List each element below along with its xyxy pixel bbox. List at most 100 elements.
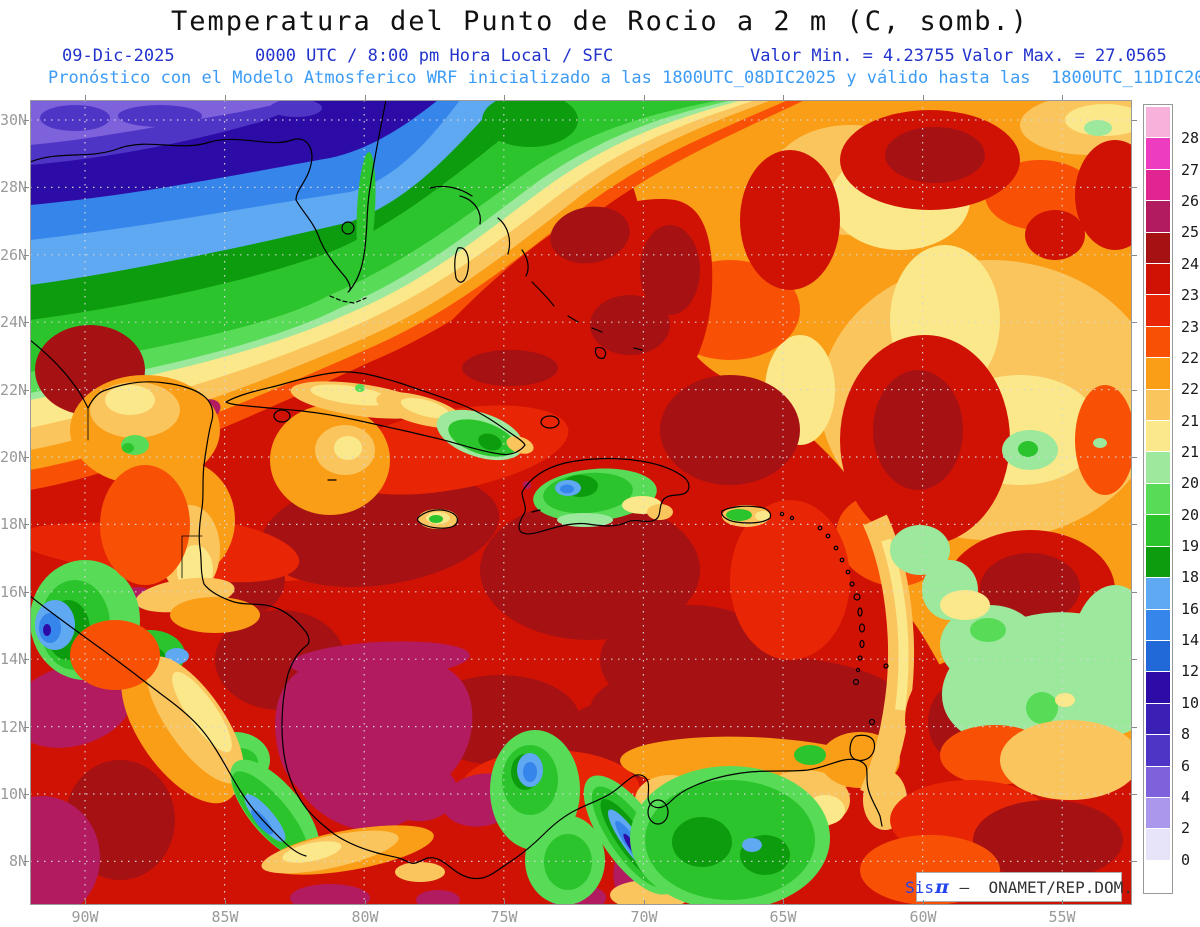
colorbar-swatch bbox=[1146, 326, 1170, 358]
colorbar-tick-label: 23.5 bbox=[1181, 286, 1200, 305]
lat-tick bbox=[24, 322, 29, 323]
field-south-america bbox=[490, 730, 907, 905]
forecast-map bbox=[30, 100, 1132, 905]
colorbar-swatch bbox=[1146, 640, 1170, 672]
colorbar-swatch bbox=[1146, 452, 1170, 483]
colorbar-swatch bbox=[1146, 797, 1170, 829]
lon-tick-label: 70W bbox=[630, 908, 658, 926]
colorbar-swatch bbox=[1146, 578, 1170, 609]
lat-tick bbox=[1132, 592, 1137, 593]
colorbar-tick-label: 22.5 bbox=[1181, 348, 1200, 367]
lon-tick bbox=[225, 95, 226, 100]
lon-tick bbox=[1062, 95, 1063, 100]
lon-tick bbox=[783, 95, 784, 100]
lat-tick bbox=[24, 727, 29, 728]
lon-tick bbox=[365, 95, 366, 100]
lat-tick bbox=[1132, 390, 1137, 391]
field-bahamas-wedge bbox=[409, 199, 713, 402]
graticule bbox=[30, 100, 1132, 905]
colorbar-swatch bbox=[1146, 766, 1170, 797]
colorbar-tick-label: 27 bbox=[1181, 160, 1200, 179]
forecast-valid-time: 0000 UTC / 8:00 pm Hora Local / SFC bbox=[255, 46, 614, 66]
lat-tick bbox=[1132, 861, 1137, 862]
colorbar-swatch bbox=[1146, 358, 1170, 389]
colorbar-tick-label: 21 bbox=[1181, 442, 1200, 461]
lat-tick bbox=[1132, 120, 1137, 121]
lon-tick bbox=[644, 95, 645, 100]
lat-tick bbox=[24, 187, 29, 188]
colorbar-swatch bbox=[1146, 860, 1170, 892]
lat-tick-label: 30N bbox=[0, 111, 28, 129]
colorbar-tick-label: 22 bbox=[1181, 380, 1200, 399]
colorbar-tick-label: 24.5 bbox=[1181, 254, 1200, 273]
colorbar-tick-label: 12 bbox=[1181, 662, 1200, 681]
colorbar-swatch bbox=[1146, 295, 1170, 326]
colorbar-tick-label: 26 bbox=[1181, 192, 1200, 211]
lon-tick bbox=[504, 900, 505, 905]
colorbar-tick-label: 20 bbox=[1181, 505, 1200, 524]
lon-tick bbox=[85, 900, 86, 905]
lat-tick bbox=[1132, 659, 1137, 660]
lat-tick-label: 16N bbox=[0, 583, 28, 601]
colorbar-tick-label: 18 bbox=[1181, 568, 1200, 587]
lat-tick-label: 20N bbox=[0, 448, 28, 466]
lon-tick bbox=[783, 900, 784, 905]
colorbar-tick-label: 2 bbox=[1181, 819, 1191, 838]
lat-tick bbox=[24, 592, 29, 593]
colorbar-swatches bbox=[1146, 107, 1170, 892]
lat-tick bbox=[24, 794, 29, 795]
watermark-suffix: – ONAMET/REP.DOM. bbox=[949, 877, 1133, 897]
lat-tick bbox=[24, 861, 29, 862]
lat-tick-label: 10N bbox=[0, 785, 28, 803]
colorbar-swatch bbox=[1146, 169, 1170, 201]
max-value-label: Valor Max. = 27.0565 bbox=[962, 46, 1167, 66]
lon-tick-label: 90W bbox=[71, 908, 99, 926]
model-run-line: Pronóstico con el Modelo Atmosferico WRF… bbox=[48, 68, 1200, 88]
lon-tick bbox=[923, 900, 924, 905]
lat-tick bbox=[1132, 322, 1137, 323]
lat-tick-label: 22N bbox=[0, 381, 28, 399]
forecast-date: 09-Dic-2025 bbox=[62, 46, 175, 66]
colorbar-swatch bbox=[1146, 672, 1170, 703]
colorbar-tick-label: 6 bbox=[1181, 756, 1191, 775]
colorbar-swatch bbox=[1146, 829, 1170, 860]
map-svg bbox=[30, 100, 1132, 905]
lon-tick-label: 75W bbox=[490, 908, 518, 926]
colorbar-swatch bbox=[1146, 515, 1170, 546]
lon-tick bbox=[365, 900, 366, 905]
colorbar bbox=[1143, 104, 1173, 894]
lon-tick bbox=[923, 95, 924, 100]
coastlines bbox=[30, 100, 889, 880]
lat-tick-label: 24N bbox=[0, 313, 28, 331]
colorbar-swatch bbox=[1146, 609, 1170, 640]
lon-tick bbox=[225, 900, 226, 905]
lat-tick bbox=[1132, 187, 1137, 188]
colorbar-swatch bbox=[1146, 107, 1170, 138]
lon-tick-label: 65W bbox=[769, 908, 797, 926]
colorbar-tick-label: 0 bbox=[1181, 850, 1191, 869]
lat-tick bbox=[1132, 794, 1137, 795]
colorbar-tick-label: 25 bbox=[1181, 223, 1200, 242]
colorbar-swatch bbox=[1146, 735, 1170, 766]
min-value-label: Valor Min. = 4.23755 bbox=[750, 46, 955, 66]
watermark: Sis π – ONAMET/REP.DOM. bbox=[905, 872, 1133, 902]
lat-tick-label: 12N bbox=[0, 718, 28, 736]
field-central-america bbox=[30, 375, 445, 882]
lat-tick-label: 8N bbox=[8, 852, 27, 870]
lat-tick bbox=[24, 390, 29, 391]
lon-tick bbox=[1062, 900, 1063, 905]
lon-tick bbox=[504, 95, 505, 100]
lon-tick-label: 85W bbox=[211, 908, 239, 926]
lat-tick bbox=[24, 120, 29, 121]
colorbar-tick-label: 16 bbox=[1181, 599, 1200, 618]
lat-tick-label: 14N bbox=[0, 650, 28, 668]
lon-tick bbox=[85, 95, 86, 100]
lat-tick bbox=[24, 255, 29, 256]
lat-tick-label: 18N bbox=[0, 515, 28, 533]
colorbar-tick-label: 10 bbox=[1181, 693, 1200, 712]
lat-tick bbox=[24, 659, 29, 660]
colorbar-swatch bbox=[1146, 483, 1170, 515]
colorbar-swatch bbox=[1146, 264, 1170, 295]
colorbar-swatch bbox=[1146, 138, 1170, 169]
colorbar-tick-label: 8 bbox=[1181, 725, 1191, 744]
